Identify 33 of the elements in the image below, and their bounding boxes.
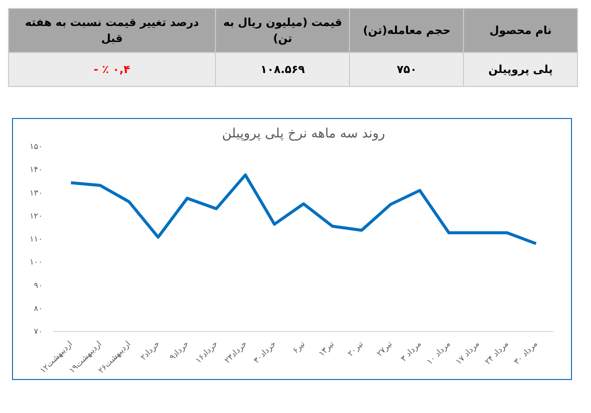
- x-tick-label: ۳ مرداد: [398, 339, 423, 364]
- y-tick-label: ۱۲۰: [30, 211, 42, 220]
- text: قیمت (میلیون ریال به تن): [215, 8, 350, 52]
- y-tick-label: ۱۴۰: [30, 165, 42, 174]
- text: ۰,۴ ٪ -: [8, 52, 216, 86]
- x-tick-label: ۶تیر: [290, 339, 307, 356]
- chart-title: روند سه ماهه نرخ پلی پروپیلن: [222, 126, 386, 142]
- y-tick-label: ۱۳۰: [30, 188, 42, 198]
- y-tick-label: ۱۵۰: [30, 142, 42, 151]
- y-tick-label: ۷۰: [34, 327, 42, 336]
- x-tick-label: ۲۷تیر: [375, 339, 394, 358]
- x-tick-label: ۳۰خرداد: [252, 339, 278, 365]
- line-series: [69, 173, 538, 246]
- text: ۱۰۸.۵۶۹: [215, 52, 350, 86]
- text: درصد تغییر قیمت نسبت به هفته قبل: [8, 8, 216, 52]
- text: حجم معامله(تن): [350, 8, 464, 52]
- x-tick-label: ۹خرداد: [168, 339, 190, 362]
- x-tick-label: ۲۰تیر: [346, 339, 365, 358]
- x-tick-label: ۱۶خرداد: [194, 339, 220, 365]
- y-tick-label: ۹۰: [34, 280, 42, 290]
- text: پلی پروپیلن: [464, 52, 578, 86]
- x-tick-label: ۳۰ مرداد: [512, 339, 540, 366]
- y-tick-label: ۸۰: [34, 304, 42, 313]
- x-tick-label: ۲۴ مرداد: [483, 339, 510, 366]
- x-tick-label: ۲۳خرداد: [222, 339, 249, 365]
- text: ۷۵۰: [350, 52, 464, 86]
- text: نام محصول: [464, 8, 578, 52]
- x-tick-label: ۱۰ مرداد: [425, 339, 452, 366]
- y-tick-label: ۱۱۰: [30, 234, 42, 244]
- x-tick-label: ۱۷ مرداد: [454, 339, 482, 366]
- y-tick-label: ۱۰۰: [30, 258, 42, 267]
- x-tick-label: ۱۳تیر: [316, 339, 336, 358]
- x-tick-label: ۲خرداد: [138, 339, 162, 362]
